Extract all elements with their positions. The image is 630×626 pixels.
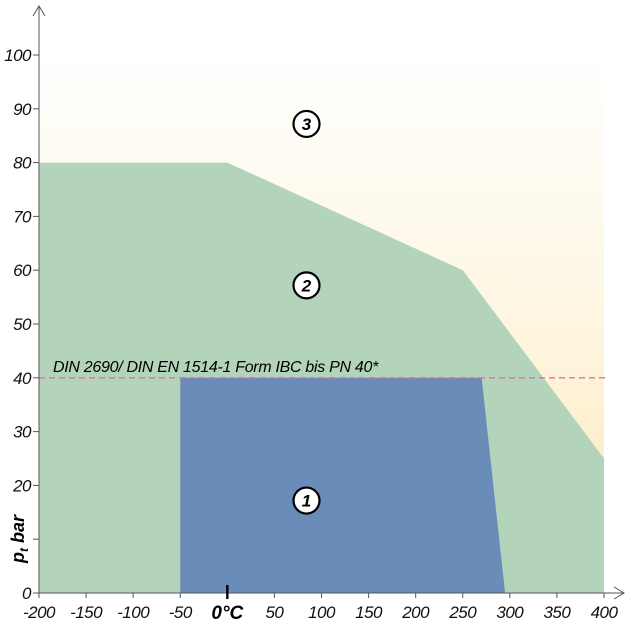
region-3-label: 3 [302, 115, 312, 134]
region-2-marker [292, 271, 321, 300]
y-tick-label: 100 [4, 46, 32, 65]
x-tick-label: 400 [591, 603, 619, 622]
x-axis-arrow [613, 586, 625, 600]
region-1-label: 1 [302, 492, 311, 511]
y-axis-arrow [32, 5, 46, 17]
x-tick-label: 300 [496, 603, 524, 622]
y-tick-label: 60 [13, 261, 32, 280]
x-tick-label: -100 [117, 603, 150, 622]
x-tick-label: -200 [23, 603, 56, 622]
x-tick-label: 350 [543, 603, 571, 622]
x-tick-label: 100 [308, 603, 336, 622]
x-tick-label: 200 [401, 603, 430, 622]
x-axis-label: 0°C [211, 603, 243, 624]
y-tick-label: 40 [13, 369, 32, 388]
y-tick-label: 90 [13, 100, 32, 119]
x-tick-label: 250 [448, 603, 477, 622]
x-tick-label: 50 [265, 603, 284, 622]
label-layer: DIN 2690/ DIN EN 1514-1 Form IBC bis PN … [4, 46, 619, 624]
region-2-label: 2 [301, 276, 312, 295]
x-tick-label: 150 [355, 603, 383, 622]
region-3-marker [292, 109, 321, 139]
y-tick-label: 80 [13, 154, 32, 173]
reference-line-label: DIN 2690/ DIN EN 1514-1 Form IBC bis PN … [53, 359, 379, 376]
region-1-area [180, 377, 506, 593]
y-tick-label: 0 [22, 584, 32, 603]
region-layer [39, 55, 604, 593]
region-1-marker [292, 486, 321, 515]
y-tick-label: 70 [13, 207, 32, 226]
y-tick-label: 50 [13, 315, 32, 334]
y-axis-label: pt bar [8, 514, 31, 564]
y-tick-label: 30 [13, 423, 32, 442]
x-tick-label: -150 [70, 603, 103, 622]
y-tick-label: 20 [12, 476, 32, 495]
axes-layer [32, 5, 625, 600]
x-tick-label: -50 [169, 603, 193, 622]
